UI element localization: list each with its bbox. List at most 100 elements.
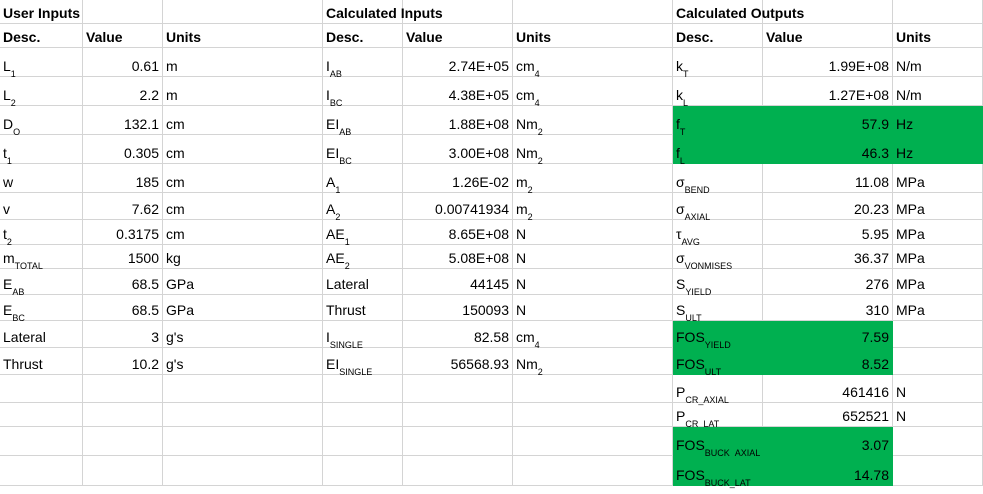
cell-user-inputs-desc-r12[interactable]: E BC (0, 295, 83, 323)
cell-user-inputs-value-r4[interactable]: 2.2 (83, 77, 163, 106)
cell-calc-inputs-desc-r4[interactable]: I BC (323, 77, 403, 108)
cell-user-inputs-units-r3[interactable]: m (163, 48, 323, 77)
cell-user-inputs-value-r6[interactable]: 0.305 (83, 135, 163, 164)
cell-user-inputs-units-r4[interactable]: m (163, 77, 323, 106)
cell-calc-outputs-desc-r18[interactable]: FOS BUCK_LAT (673, 456, 763, 488)
cell-calc-inputs-desc-r2[interactable]: Desc. (323, 24, 403, 48)
cell-calc-outputs-desc-r12[interactable]: S ULT (673, 295, 763, 323)
cell-calc-inputs-value-r5[interactable]: 1.88E+08 (403, 106, 513, 135)
cell-calc-inputs-value-r17[interactable] (403, 427, 513, 456)
cell-calc-inputs-value-r13[interactable]: 82.58 (403, 321, 513, 348)
cell-user-inputs-units-r14[interactable]: g's (163, 348, 323, 375)
cell-calc-outputs-units-r9[interactable]: MPa (893, 220, 983, 245)
cell-calc-inputs-value-r11[interactable]: 44145 (403, 269, 513, 295)
cell-calc-outputs-value-r8[interactable]: 20.23 (763, 193, 893, 220)
cell-user-inputs-units-r18[interactable] (163, 456, 323, 486)
cell-calc-outputs-units-r8[interactable]: MPa (893, 193, 983, 220)
cell-calc-inputs-value-r9[interactable]: 8.65E+08 (403, 220, 513, 245)
cell-calc-outputs-value-r4[interactable]: 1.27E+08 (763, 77, 893, 106)
cell-user-inputs-units-r5[interactable]: cm (163, 106, 323, 135)
cell-user-inputs-units-r16[interactable] (163, 403, 323, 427)
cell-calc-inputs-value-r12[interactable]: 150093 (403, 295, 513, 321)
cell-user-inputs-desc-r11[interactable]: E AB (0, 269, 83, 297)
cell-calc-outputs-value-r10[interactable]: 36.37 (763, 245, 893, 269)
cell-user-inputs-desc-r14[interactable]: Thrust (0, 348, 83, 375)
cell-calc-outputs-value-r18[interactable]: 14.78 (763, 456, 893, 486)
cell-calc-outputs-units-r11[interactable]: MPa (893, 269, 983, 295)
cell-calc-inputs-units-r9[interactable]: N (513, 220, 673, 245)
cell-calc-inputs-desc-r18[interactable] (323, 456, 403, 486)
cell-user-inputs-value-r15[interactable] (83, 375, 163, 403)
cell-user-inputs-value-r9[interactable]: 0.3175 (83, 220, 163, 245)
cell-user-inputs-desc-r18[interactable] (0, 456, 83, 486)
cell-calc-inputs-units-r3[interactable]: cm 4 (513, 48, 673, 79)
cell-user-inputs-desc-r7[interactable]: w (0, 164, 83, 193)
cell-user-inputs-desc-r13[interactable]: Lateral (0, 321, 83, 348)
cell-calc-inputs-units-r6[interactable]: Nm 2 (513, 135, 673, 166)
cell-calc-inputs-units-r12[interactable]: N (513, 295, 673, 321)
cell-calc-inputs-units-r17[interactable] (513, 427, 673, 456)
cell-calc-outputs-units-r7[interactable]: MPa (893, 164, 983, 193)
cell-user-inputs-value-r7[interactable]: 185 (83, 164, 163, 193)
cell-calc-inputs-desc-r12[interactable]: Thrust (323, 295, 403, 321)
cell-calc-outputs-desc-r13[interactable]: FOS YIELD (673, 321, 763, 350)
cell-calc-outputs-value-r14[interactable]: 8.52 (763, 348, 893, 375)
cell-calc-inputs-desc-r1[interactable]: Calculated Inputs (323, 0, 443, 24)
cell-calc-outputs-desc-r8[interactable]: σ AXIAL (673, 193, 763, 222)
cell-calc-inputs-desc-r10[interactable]: AE 2 (323, 245, 403, 271)
cell-calc-outputs-units-r4[interactable]: N/m (893, 77, 983, 106)
cell-calc-inputs-units-r14[interactable]: Nm 2 (513, 348, 673, 377)
cell-user-inputs-desc-r15[interactable] (0, 375, 83, 403)
cell-user-inputs-units-r9[interactable]: cm (163, 220, 323, 245)
cell-calc-outputs-desc-r16[interactable]: P CR_LAT (673, 403, 763, 429)
cell-user-inputs-value-r10[interactable]: 1500 (83, 245, 163, 269)
cell-user-inputs-value-r8[interactable]: 7.62 (83, 193, 163, 220)
cell-calc-outputs-value-r11[interactable]: 276 (763, 269, 893, 295)
cell-calc-outputs-units-r17[interactable] (893, 427, 983, 456)
cell-calc-inputs-units-r2[interactable]: Units (513, 24, 673, 48)
cell-user-inputs-value-r18[interactable] (83, 456, 163, 486)
cell-calc-inputs-value-r16[interactable] (403, 403, 513, 427)
cell-calc-outputs-desc-r9[interactable]: τ AVG (673, 220, 763, 247)
cell-calc-outputs-units-r1[interactable] (893, 0, 983, 24)
cell-calc-outputs-value-r12[interactable]: 310 (763, 295, 893, 321)
cell-calc-inputs-value-r10[interactable]: 5.08E+08 (403, 245, 513, 269)
cell-calc-outputs-value-r5[interactable]: 57.9 (763, 106, 893, 135)
cell-calc-inputs-desc-r14[interactable]: EI SINGLE (323, 348, 403, 377)
cell-calc-inputs-value-r3[interactable]: 2.74E+05 (403, 48, 513, 77)
cell-user-inputs-units-r12[interactable]: GPa (163, 295, 323, 321)
cell-user-inputs-value-r14[interactable]: 10.2 (83, 348, 163, 375)
cell-calc-outputs-desc-r7[interactable]: σ BEND (673, 164, 763, 195)
cell-calc-inputs-value-r14[interactable]: 56568.93 (403, 348, 513, 375)
cell-user-inputs-value-r5[interactable]: 132.1 (83, 106, 163, 135)
cell-calc-inputs-units-r5[interactable]: Nm 2 (513, 106, 673, 137)
cell-user-inputs-value-r1[interactable] (83, 0, 163, 24)
cell-calc-outputs-desc-r11[interactable]: S YIELD (673, 269, 763, 297)
cell-calc-inputs-desc-r15[interactable] (323, 375, 403, 403)
cell-calc-inputs-value-r15[interactable] (403, 375, 513, 403)
cell-user-inputs-desc-r1[interactable]: User Inputs (0, 0, 83, 24)
cell-calc-inputs-value-r18[interactable] (403, 456, 513, 486)
cell-calc-inputs-desc-r17[interactable] (323, 427, 403, 456)
cell-calc-inputs-units-r4[interactable]: cm 4 (513, 77, 673, 108)
cell-calc-outputs-value-r2[interactable]: Value (763, 24, 893, 48)
cell-user-inputs-units-r10[interactable]: kg (163, 245, 323, 269)
cell-calc-outputs-value-r6[interactable]: 46.3 (763, 135, 893, 164)
cell-calc-outputs-value-r17[interactable]: 3.07 (763, 427, 893, 456)
cell-calc-outputs-units-r10[interactable]: MPa (893, 245, 983, 269)
cell-calc-outputs-desc-r10[interactable]: σ VONMISES (673, 245, 763, 271)
cell-calc-inputs-units-r11[interactable]: N (513, 269, 673, 295)
cell-user-inputs-units-r1[interactable] (163, 0, 323, 24)
cell-calc-inputs-units-r16[interactable] (513, 403, 673, 427)
cell-user-inputs-desc-r16[interactable] (0, 403, 83, 427)
cell-user-inputs-desc-r8[interactable]: v (0, 193, 83, 220)
cell-user-inputs-units-r11[interactable]: GPa (163, 269, 323, 295)
cell-user-inputs-units-r15[interactable] (163, 375, 323, 403)
